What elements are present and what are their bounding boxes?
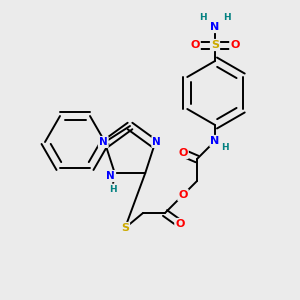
Text: H: H	[221, 142, 229, 152]
Text: N: N	[106, 171, 115, 181]
Text: N: N	[210, 22, 220, 32]
Text: S: S	[211, 40, 219, 50]
Text: H: H	[109, 184, 116, 194]
Text: O: O	[178, 148, 188, 158]
Text: H: H	[223, 14, 231, 22]
Text: S: S	[121, 223, 129, 233]
Text: O: O	[190, 40, 200, 50]
Text: N: N	[152, 137, 161, 147]
Text: O: O	[175, 219, 185, 229]
Text: N: N	[99, 137, 108, 147]
Text: O: O	[230, 40, 240, 50]
Text: O: O	[178, 190, 188, 200]
Text: N: N	[210, 136, 220, 146]
Text: H: H	[199, 14, 207, 22]
